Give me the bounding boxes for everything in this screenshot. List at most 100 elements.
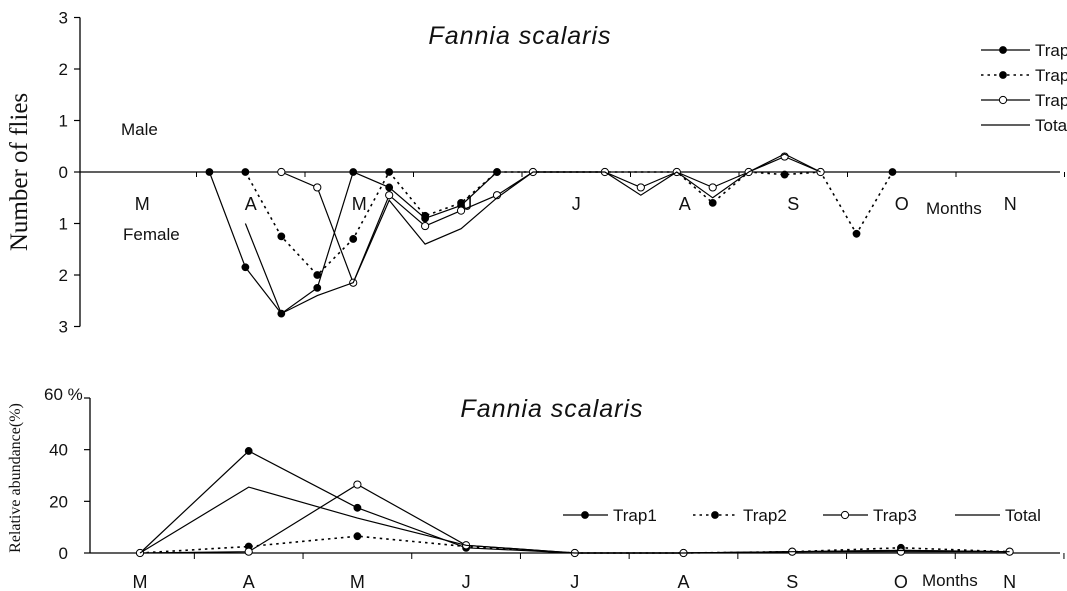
top-y-tick-label: 1: [59, 112, 68, 131]
bottom-data-point: [896, 547, 906, 556]
top-y-tick-label: 3: [59, 318, 68, 337]
top-y-tick-label: 0: [59, 163, 68, 182]
bottom-legend-label: Trap2: [743, 506, 787, 525]
top-legend-label: Total: [1035, 116, 1067, 135]
top-y-tick-label: 2: [59, 60, 68, 79]
top-month-label: A: [679, 194, 691, 214]
bottom-legend-entry: Trap3: [823, 506, 917, 525]
bottom-month-label: O: [894, 572, 908, 591]
top-data-point: [205, 168, 214, 176]
top-data-point: [313, 271, 322, 279]
bottom-legend-entry: Trap1: [563, 506, 657, 525]
top-data-point: [385, 168, 394, 176]
top-series-trap2: [241, 168, 897, 279]
bottom-y-top-label: 60 %: [44, 385, 83, 404]
top-legend-label: Trap1: [1035, 41, 1067, 60]
top-y-tick-label: 1: [59, 215, 68, 234]
top-legend-entry: Total: [981, 116, 1067, 135]
top-data-point: [493, 168, 501, 176]
bottom-month-label: A: [243, 572, 255, 591]
bottom-month-label: S: [786, 572, 798, 591]
top-series-line: [244, 170, 894, 277]
top-data-point: [636, 183, 645, 192]
top-data-point: [277, 232, 286, 241]
top-data-point: [456, 206, 466, 215]
bottom-y-axis-label: Relative abundance(%): [7, 403, 24, 553]
top-data-point: [421, 221, 430, 231]
top-data-point: [708, 199, 717, 207]
bottom-data-point: [353, 480, 362, 489]
top-data-point: [385, 191, 394, 200]
bottom-data-point: [353, 503, 362, 512]
bottom-series-group: [135, 447, 1014, 558]
bottom-data-point: [244, 447, 253, 455]
top-legend-entry: Trap2: [981, 66, 1067, 85]
top-data-point: [313, 183, 322, 192]
top-month-label: S: [787, 194, 799, 214]
bottom-month-label: J: [462, 572, 471, 591]
bottom-month-label: J: [570, 572, 579, 591]
top-data-point: [852, 229, 861, 238]
top-legend-marker: [998, 95, 1008, 105]
top-data-point: [313, 283, 322, 292]
bottom-legend-marker: [711, 511, 719, 519]
bottom-legend-label: Total: [1005, 506, 1041, 525]
top-data-point: [457, 199, 465, 207]
bottom-y-tick-labels: 0 20 40: [49, 441, 68, 563]
top-data-point: [780, 170, 789, 179]
top-legend-marker: [999, 71, 1007, 79]
top-legend-marker: [999, 46, 1007, 54]
top-data-point: [708, 183, 717, 192]
top-data-point: [349, 168, 358, 176]
top-y-tick-labels: 3 2 1 0 1 2 3: [59, 9, 68, 337]
bottom-series-line: [139, 486, 1010, 554]
bottom-y-tick-label: 0: [59, 544, 68, 563]
bottom-legend-label: Trap1: [613, 506, 657, 525]
top-series-total: [244, 153, 821, 315]
top-y-tick-label: 2: [59, 266, 68, 285]
bottom-chart-panel: Fannia scalaris 0 20 40 M A M J J A S O N Relative…: [7, 385, 1065, 591]
top-data-point: [421, 211, 430, 220]
bottom-legend-label: Trap3: [873, 506, 917, 525]
top-month-label: O: [895, 194, 909, 214]
bottom-month-label: A: [677, 572, 689, 591]
top-series-group: [205, 152, 897, 318]
bottom-legend: Trap1 Trap2 Trap3 Total: [563, 506, 1041, 525]
top-chart-panel: Fannia scalaris 3 2 1 0 1 2 3 M A M J J A S O N Number…: [6, 9, 1067, 337]
top-data-point: [385, 183, 394, 192]
bottom-month-label: M: [133, 572, 148, 591]
top-chart-title: Fannia scalaris: [428, 22, 611, 50]
bottom-series-total: [139, 486, 1010, 554]
top-legend-entry: Trap1: [981, 41, 1067, 60]
male-annotation: Male: [121, 120, 158, 139]
top-month-label: N: [1004, 194, 1017, 214]
top-legend-label: Trap3: [1035, 91, 1067, 110]
bottom-month-label: N: [1003, 572, 1016, 591]
bottom-legend-entry: Total: [955, 506, 1041, 525]
bottom-month-label: M: [350, 572, 365, 591]
top-data-point: [241, 168, 250, 176]
female-annotation: Female: [123, 225, 180, 244]
top-data-point: [241, 263, 250, 272]
bottom-legend-entry: Trap2: [693, 506, 787, 525]
top-data-point: [349, 235, 358, 243]
top-legend-label: Trap2: [1035, 66, 1067, 85]
top-months-label: Months: [926, 199, 982, 218]
top-y-tick-label: 3: [59, 9, 68, 28]
top-legend-entry: Trap3: [981, 91, 1067, 110]
bottom-data-point: [244, 547, 253, 556]
bottom-months-label: Months: [922, 571, 978, 590]
top-y-axis-label: Number of flies: [6, 93, 33, 251]
top-month-label: J: [572, 194, 581, 214]
top-month-label: A: [245, 194, 257, 214]
bottom-legend-marker: [581, 511, 589, 519]
top-month-label: J: [463, 194, 472, 214]
top-series-line: [244, 153, 821, 315]
bottom-data-point: [353, 532, 362, 541]
top-series-trap3: [277, 152, 825, 287]
bottom-chart-title: Fannia scalaris: [460, 395, 643, 423]
bottom-legend-marker: [840, 510, 850, 520]
